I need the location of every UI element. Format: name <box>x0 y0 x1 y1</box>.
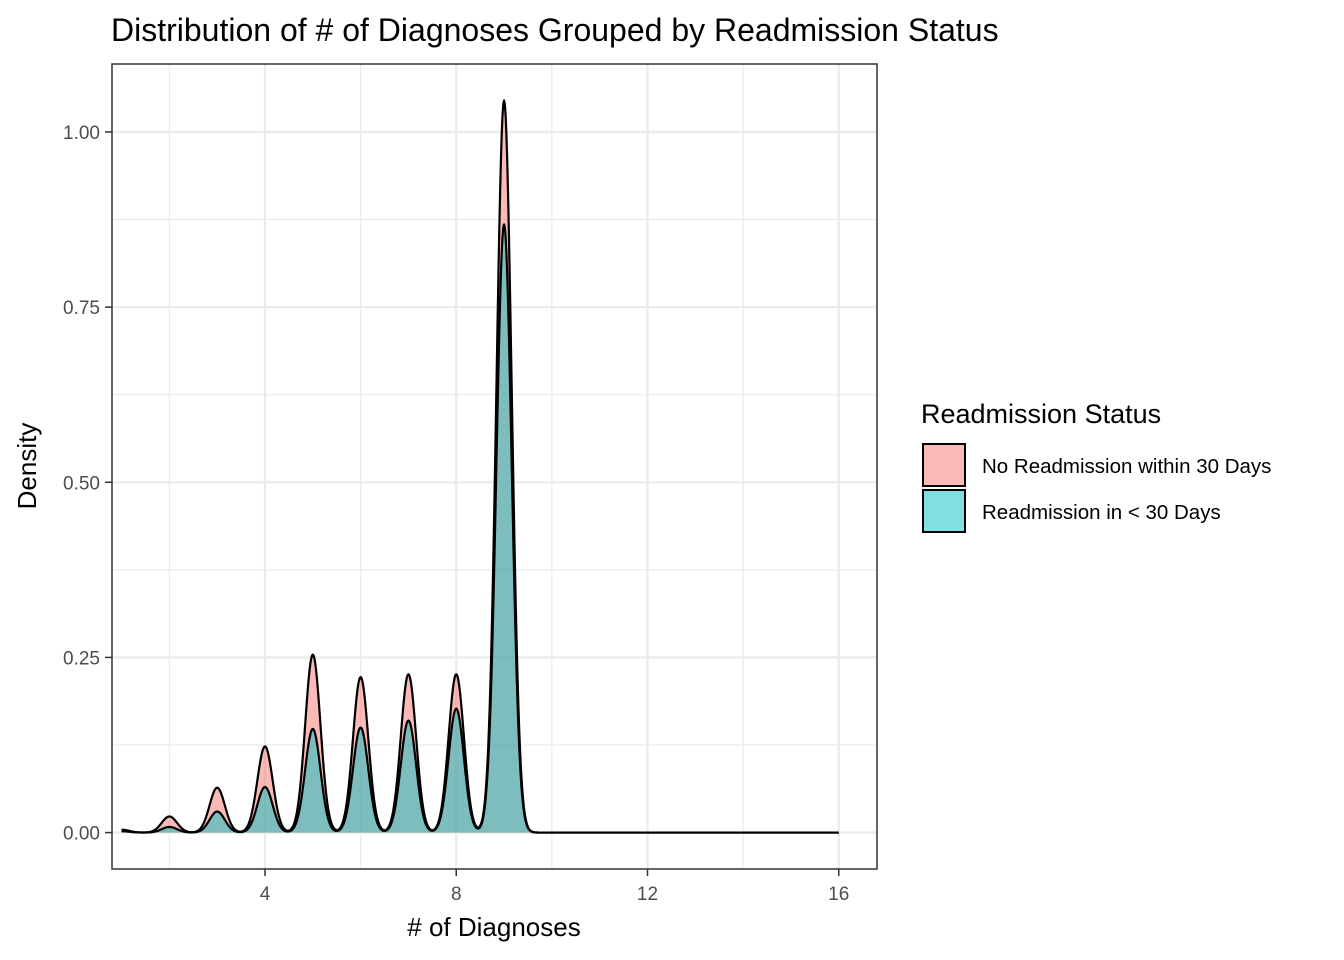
y-tick-label: 0.25 <box>63 648 100 669</box>
density-line-series-2 <box>121 223 840 834</box>
legend: Readmission Status No Readmission within… <box>921 399 1271 533</box>
x-tick-label: 16 <box>828 884 849 905</box>
y-axis-ticks: 0.00 0.25 0.50 0.75 1.00 <box>63 123 112 845</box>
legend-swatch <box>922 443 966 487</box>
x-tick-label: 12 <box>637 884 658 905</box>
x-tick-label: 4 <box>260 884 271 905</box>
y-tick-label: 0.75 <box>63 298 100 319</box>
x-axis-title: # of Diagnoses <box>407 912 580 942</box>
y-axis-title: Density <box>12 423 42 510</box>
legend-items: No Readmission within 30 Days Readmission… <box>922 443 1271 533</box>
density-areas <box>121 99 840 834</box>
y-tick-label: 1.00 <box>63 123 100 144</box>
chart-title: Distribution of # of Diagnoses Grouped b… <box>111 12 999 48</box>
y-tick-label: 0.00 <box>63 824 100 845</box>
legend-label: Readmission in < 30 Days <box>982 501 1221 524</box>
panel-border <box>111 63 878 870</box>
legend-title: Readmission Status <box>921 399 1161 429</box>
plot-panel <box>111 63 878 870</box>
legend-swatch <box>922 489 966 533</box>
x-tick-label: 8 <box>451 884 462 905</box>
y-tick-label: 0.50 <box>63 473 100 494</box>
x-axis-ticks: 4 8 12 16 <box>260 869 849 905</box>
legend-label: No Readmission within 30 Days <box>982 455 1271 478</box>
